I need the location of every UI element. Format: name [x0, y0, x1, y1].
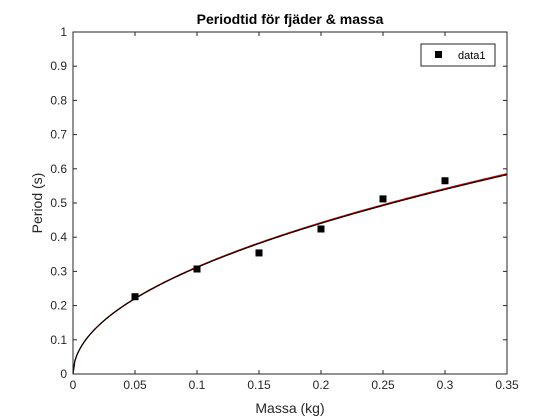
y-tick-label: 0.4 [50, 230, 67, 244]
y-tick-label: 1 [60, 25, 67, 39]
axes-background [73, 32, 507, 374]
legend-box [420, 43, 496, 67]
chart-title: Periodtid för fjäder & massa [197, 11, 384, 27]
y-tick-label: 0.8 [50, 93, 67, 107]
axes-box [72, 31, 508, 375]
x-tick-label: 0.35 [495, 378, 519, 392]
x-axis-label: Massa (kg) [255, 400, 324, 416]
x-tick-label: 0.3 [437, 378, 454, 392]
x-tick-label: 0.2 [313, 378, 330, 392]
data-markers [131, 177, 449, 301]
y-tick-label: 0.7 [50, 128, 67, 142]
x-tick-label: 0.1 [189, 378, 206, 392]
y-tick-label: 0.6 [50, 162, 67, 176]
x-axis-ticks: 0 0.05 0.1 0.15 0.2 0.25 0.3 0.35 [70, 32, 519, 392]
y-axis-label: Period (s) [29, 173, 45, 234]
y-tick-label: 0.5 [50, 196, 67, 210]
x-tick-label: 0.25 [371, 378, 395, 392]
data-point [131, 293, 139, 301]
legend: data1 [420, 43, 496, 67]
y-tick-label: 0.9 [50, 59, 67, 73]
y-tick-label: 0 [60, 367, 67, 381]
y-tick-label: 0.1 [50, 333, 67, 347]
y-tick-label: 0.3 [50, 264, 67, 278]
data-point [441, 177, 449, 185]
data-point [193, 265, 201, 273]
data-point [317, 225, 325, 233]
y-tick-label: 0.2 [50, 299, 67, 313]
legend-marker [435, 51, 442, 58]
legend-label: data1 [458, 50, 486, 62]
fit-curves [72, 173, 508, 375]
y-axis-ticks: 0 0.1 0.2 0.3 0.4 0.5 0.6 0.7 0.8 0.9 1 [50, 25, 507, 381]
fit-curve-2 [72, 174, 508, 375]
data-point [255, 249, 263, 257]
data-point [379, 195, 387, 203]
x-tick-label: 0.05 [123, 378, 147, 392]
x-tick-label: 0 [70, 378, 77, 392]
x-tick-label: 0.15 [247, 378, 271, 392]
